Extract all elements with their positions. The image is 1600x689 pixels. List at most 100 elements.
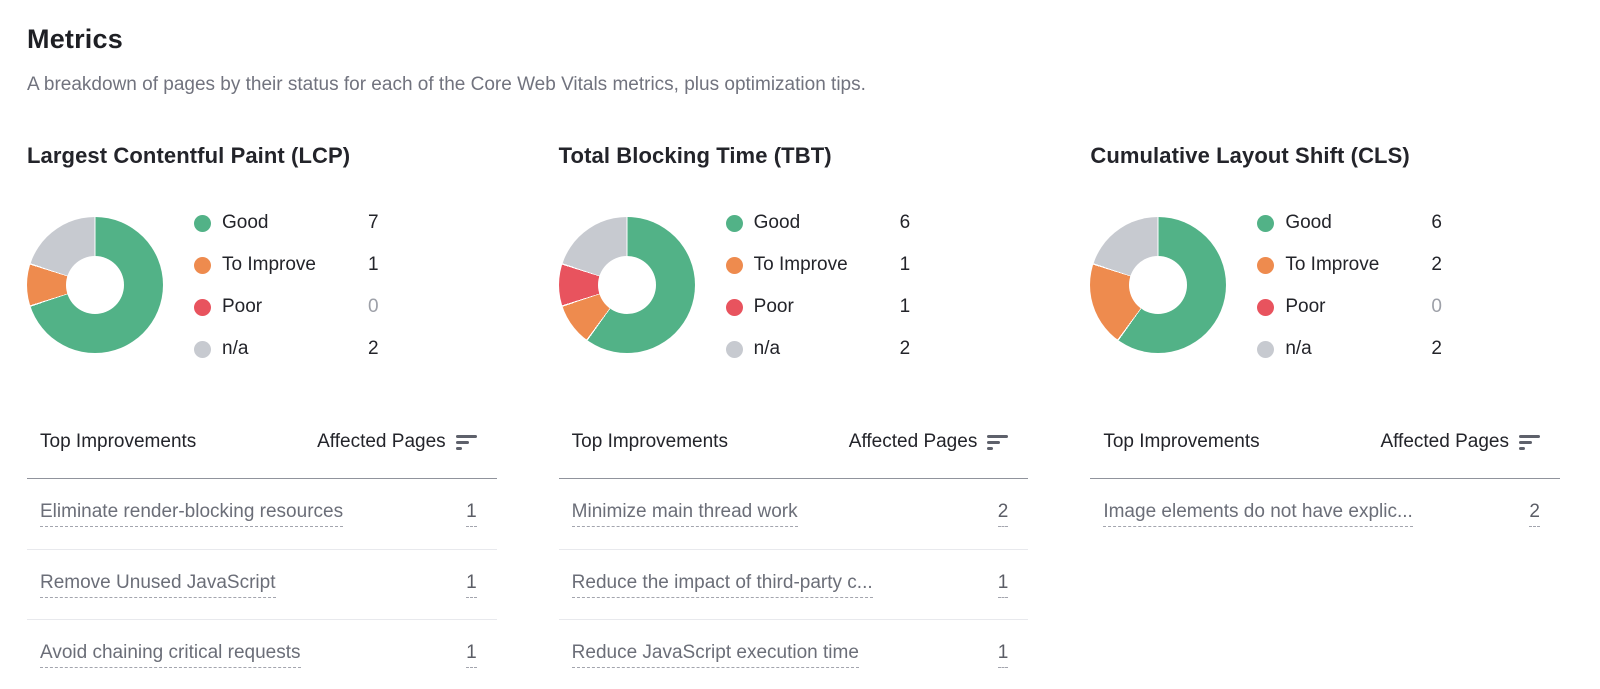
donut-hole — [597, 256, 656, 314]
legend-label: n/a — [753, 338, 781, 359]
metric-card-tbt: Total Blocking Time (TBT) Good 6 To Impr… — [558, 143, 1029, 689]
legend-label: n/a — [1285, 338, 1312, 359]
improvement-link[interactable]: Minimize main thread work — [571, 501, 798, 527]
affected-pages-count[interactable]: 1 — [997, 572, 1009, 598]
legend-lcp: Good 7 To Improve 1 Poor 0 n/a 2 — [194, 200, 497, 370]
improvements-table-cls: Top Improvements Affected Pages Image el… — [1090, 431, 1560, 549]
legend-item-na: n/a 2 — [725, 328, 1029, 370]
improvements-table-lcp: Top Improvements Affected Pages Eliminat… — [27, 431, 497, 689]
donut-hole — [1129, 256, 1188, 314]
donut-hole — [66, 256, 124, 314]
sort-descending-icon[interactable] — [987, 434, 1009, 450]
column-header-top-improvements: Top Improvements — [40, 431, 197, 452]
donut-row: Good 6 To Improve 2 Poor 0 n/a 2 — [1090, 200, 1560, 370]
column-header-top-improvements: Top Improvements — [1103, 431, 1260, 452]
metrics-grid: Largest Contentful Paint (LCP) Good 7 To… — [27, 143, 1560, 689]
to-improve-status-dot-icon — [725, 256, 743, 274]
metric-card-cls: Cumulative Layout Shift (CLS) Good 6 To … — [1090, 143, 1560, 689]
affected-pages-label: Affected Pages — [848, 431, 978, 452]
donut-row: Good 6 To Improve 1 Poor 1 n/a 2 — [558, 200, 1029, 370]
table-row: Image elements do not have explic... 2 — [1090, 479, 1560, 549]
legend-count: 1 — [368, 254, 379, 275]
improvement-link[interactable]: Reduce JavaScript execution time — [571, 642, 859, 668]
legend-count: 6 — [899, 212, 911, 233]
improvement-link[interactable]: Image elements do not have explic... — [1103, 501, 1413, 527]
legend-label: Good — [753, 212, 801, 233]
donut-chart-cls — [1090, 217, 1227, 353]
improvement-link[interactable]: Remove Unused JavaScript — [40, 572, 276, 598]
legend-count: 2 — [1431, 338, 1442, 359]
legend-item-to-improve: To Improve 2 — [1257, 244, 1560, 286]
metric-title-tbt: Total Blocking Time (TBT) — [558, 143, 832, 168]
affected-pages-label: Affected Pages — [1380, 431, 1509, 452]
affected-pages-label: Affected Pages — [317, 431, 446, 452]
improvement-link[interactable]: Eliminate render-blocking resources — [40, 501, 344, 527]
legend-label: To Improve — [1285, 254, 1380, 275]
table-header-row: Top Improvements Affected Pages — [27, 431, 497, 479]
legend-label: To Improve — [753, 254, 848, 275]
improvement-link[interactable]: Avoid chaining critical requests — [40, 642, 301, 668]
legend-count: 1 — [899, 296, 911, 317]
legend-label: Poor — [222, 296, 263, 317]
table-row: Minimize main thread work 2 — [559, 479, 1029, 549]
table-header-row: Top Improvements Affected Pages — [558, 431, 1029, 479]
improvement-link[interactable]: Reduce the impact of third-party c... — [571, 572, 873, 598]
legend-count: 1 — [899, 254, 911, 275]
legend-count: 0 — [368, 296, 379, 317]
legend-item-to-improve: To Improve 1 — [725, 244, 1029, 286]
na-status-dot-icon — [1257, 340, 1275, 358]
metric-title-cls: Cumulative Layout Shift (CLS) — [1090, 143, 1410, 168]
metric-card-lcp: Largest Contentful Paint (LCP) Good 7 To… — [27, 143, 497, 689]
legend-item-to-improve: To Improve 1 — [194, 244, 497, 286]
legend-item-poor: Poor 1 — [725, 286, 1029, 328]
table-row: Reduce the impact of third-party c... 1 — [558, 549, 1029, 619]
legend-item-good: Good 6 — [725, 202, 1029, 244]
table-row: Avoid chaining critical requests 1 — [27, 619, 497, 689]
legend-label: Poor — [1285, 296, 1326, 317]
good-status-dot-icon — [1257, 214, 1275, 232]
affected-pages-count[interactable]: 1 — [466, 642, 477, 668]
affected-pages-count[interactable]: 2 — [1529, 501, 1540, 527]
legend-tbt: Good 6 To Improve 1 Poor 1 n/a 2 — [725, 200, 1029, 370]
good-status-dot-icon — [725, 214, 743, 232]
legend-item-poor: Poor 0 — [1257, 286, 1560, 328]
table-row: Remove Unused JavaScript 1 — [27, 549, 497, 619]
legend-label: n/a — [222, 338, 249, 359]
legend-cls: Good 6 To Improve 2 Poor 0 n/a 2 — [1257, 200, 1560, 370]
legend-label: Good — [1285, 212, 1332, 233]
table-row: Reduce JavaScript execution time 1 — [558, 619, 1029, 689]
improvements-table-tbt: Top Improvements Affected Pages Minimize… — [558, 431, 1029, 689]
na-status-dot-icon — [194, 340, 211, 358]
poor-status-dot-icon — [725, 298, 743, 316]
page-title: Metrics — [27, 24, 123, 54]
affected-pages-count[interactable]: 1 — [466, 572, 477, 598]
to-improve-status-dot-icon — [1257, 256, 1275, 274]
legend-item-good: Good 7 — [194, 202, 497, 244]
donut-chart-tbt — [558, 217, 695, 353]
legend-item-good: Good 6 — [1257, 202, 1560, 244]
sort-descending-icon[interactable] — [455, 434, 477, 450]
legend-item-poor: Poor 0 — [194, 286, 497, 328]
column-header-affected-pages: Affected Pages — [1380, 431, 1540, 453]
legend-item-na: n/a 2 — [1257, 328, 1560, 370]
sort-descending-icon[interactable] — [1518, 434, 1540, 450]
legend-count: 2 — [368, 338, 379, 359]
poor-status-dot-icon — [194, 298, 211, 316]
legend-count: 6 — [1431, 212, 1442, 233]
legend-label: Poor — [753, 296, 794, 317]
metric-title-lcp: Largest Contentful Paint (LCP) — [27, 143, 351, 168]
affected-pages-count[interactable]: 2 — [997, 501, 1009, 527]
na-status-dot-icon — [725, 340, 743, 358]
table-row: Eliminate render-blocking resources 1 — [27, 479, 497, 549]
affected-pages-count[interactable]: 1 — [466, 501, 477, 527]
table-header-row: Top Improvements Affected Pages — [1090, 431, 1560, 479]
to-improve-status-dot-icon — [194, 256, 211, 274]
column-header-top-improvements: Top Improvements — [571, 431, 728, 452]
legend-count: 7 — [368, 212, 379, 233]
good-status-dot-icon — [194, 214, 211, 232]
affected-pages-count[interactable]: 1 — [997, 642, 1009, 668]
legend-item-na: n/a 2 — [194, 328, 497, 370]
donut-chart-lcp — [27, 217, 163, 353]
page-subtitle: A breakdown of pages by their status for… — [27, 74, 866, 95]
donut-row: Good 7 To Improve 1 Poor 0 n/a 2 — [27, 200, 497, 370]
